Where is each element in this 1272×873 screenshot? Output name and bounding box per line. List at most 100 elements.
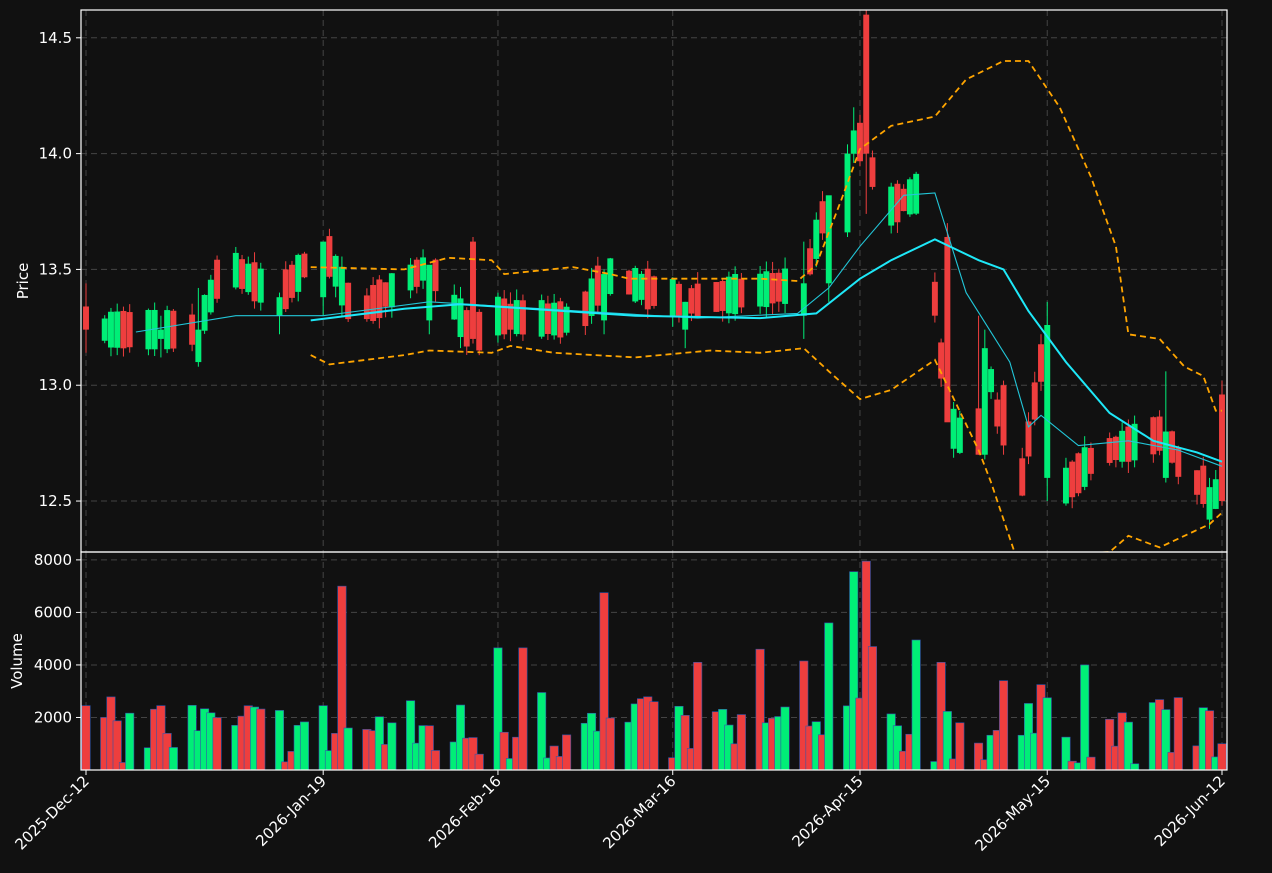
volume-bar	[955, 722, 965, 771]
candle	[769, 261, 776, 315]
volume-ytick-label: 4000	[34, 656, 72, 674]
candle-body	[1081, 447, 1088, 487]
volume-bars	[81, 560, 1227, 771]
volume-ytick-label: 2000	[34, 708, 72, 726]
candle-body	[1194, 470, 1200, 495]
candle-body	[888, 186, 895, 226]
volume-bar	[1130, 763, 1140, 771]
candle	[338, 256, 345, 316]
candle-body	[626, 270, 632, 295]
candle-body	[582, 291, 589, 327]
candle	[114, 303, 121, 356]
candle	[370, 277, 377, 324]
candle-body	[607, 258, 614, 295]
candle	[463, 307, 470, 355]
candle-body	[563, 306, 570, 333]
candle-body	[426, 264, 433, 321]
candle	[551, 293, 558, 340]
candle-body	[994, 399, 1001, 427]
volume-bar	[343, 727, 353, 771]
candle-body	[1212, 479, 1219, 509]
price-axis-title: Price	[14, 263, 32, 300]
candle	[289, 260, 295, 303]
candle	[956, 410, 963, 455]
candle-body	[120, 310, 127, 349]
candle	[938, 338, 945, 387]
ma-fast-line	[135, 192, 1223, 467]
candle	[126, 304, 133, 353]
candle-body	[151, 309, 158, 350]
candle-body	[850, 130, 857, 154]
candle	[1106, 432, 1113, 466]
candle-body	[320, 241, 327, 298]
lower-band-line	[310, 344, 1223, 552]
price-ytick-label: 13.0	[39, 376, 72, 394]
candle-body	[338, 266, 345, 306]
candle-body	[825, 195, 832, 284]
candle-body	[544, 303, 551, 334]
volume-ytick-label: 8000	[34, 551, 72, 569]
volume-bar	[824, 622, 834, 771]
candle	[513, 289, 520, 337]
volume-bar	[518, 647, 528, 771]
candle-body	[1025, 421, 1032, 457]
candle-body	[900, 188, 907, 212]
volume-bar	[1086, 756, 1096, 771]
candle	[931, 272, 938, 323]
candle-body	[557, 301, 564, 338]
candle	[1169, 430, 1176, 464]
volume-bar	[1123, 721, 1133, 771]
candle	[850, 107, 857, 163]
candle	[538, 294, 545, 339]
candle	[738, 272, 745, 314]
candle-body	[257, 268, 264, 303]
upper-band-line	[310, 60, 1222, 412]
candle	[407, 258, 414, 299]
candle	[282, 261, 289, 313]
candle	[451, 284, 458, 320]
candle	[470, 236, 476, 344]
volume-bar	[693, 662, 703, 771]
candle	[757, 266, 764, 314]
candle	[644, 260, 651, 319]
candlesticks	[83, 10, 1225, 529]
candle-body	[1031, 382, 1038, 420]
candle-body	[201, 294, 208, 331]
candle-body	[719, 281, 726, 311]
volume-ytick-label: 6000	[34, 603, 72, 621]
candle	[320, 241, 327, 316]
candle-body	[1162, 431, 1169, 478]
candle-body	[157, 329, 164, 339]
candle	[1162, 371, 1169, 483]
candle-body	[1156, 416, 1163, 451]
candle-body	[1175, 448, 1182, 477]
volume-bar	[256, 708, 266, 771]
candle	[719, 278, 726, 322]
candle	[501, 290, 508, 340]
candle-body	[282, 269, 289, 310]
volume-bar	[274, 710, 285, 771]
volume-bar	[736, 714, 746, 771]
candle-body	[800, 283, 807, 316]
candle	[1175, 445, 1182, 485]
volume-bar	[649, 701, 659, 771]
candle-body	[1200, 465, 1207, 505]
candle	[1125, 419, 1132, 473]
volume-bar	[125, 712, 135, 771]
price-ytick-label: 12.5	[39, 492, 72, 510]
candle	[457, 286, 464, 349]
candle-body	[757, 273, 764, 307]
volume-axis-title: Volume	[8, 633, 26, 689]
candle-body	[931, 281, 938, 316]
candle-body	[189, 314, 196, 345]
candle-body	[376, 279, 383, 319]
candle	[1031, 371, 1038, 426]
candle-body	[295, 254, 302, 292]
candle	[632, 265, 639, 304]
candle-body	[332, 255, 339, 287]
candle-body	[276, 297, 283, 316]
candle-body	[457, 298, 464, 338]
candle-body	[944, 236, 951, 423]
candle	[913, 171, 920, 216]
